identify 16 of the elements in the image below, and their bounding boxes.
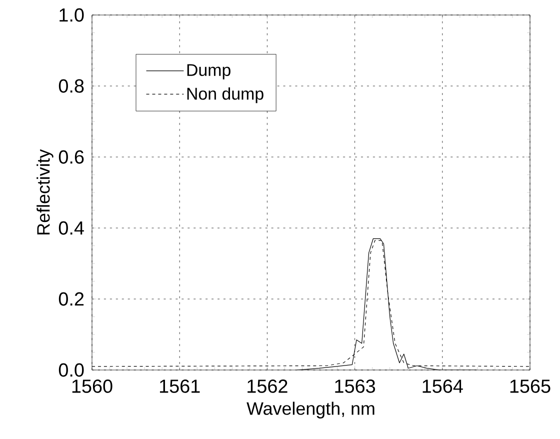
x-axis-title: Wavelength, nm: [246, 402, 374, 418]
x-tick-label: 1564: [422, 379, 463, 393]
y-tick-label: 1.0: [60, 8, 84, 22]
legend-label: Dump: [187, 64, 230, 80]
y-axis-title: Reflectivity: [36, 149, 54, 234]
y-tick-label: 0.4: [58, 221, 84, 235]
y-tick-label: 0.2: [58, 292, 84, 306]
y-tick-label: 0.8: [58, 79, 84, 93]
x-tick-label: 1565: [510, 379, 550, 393]
x-tick-label: 1560: [72, 379, 112, 393]
legend-label: Non dump: [187, 87, 264, 104]
x-tick-label: 1561: [160, 379, 200, 393]
y-tick-label: 0.0: [58, 363, 84, 377]
y-tick-label: 0.6: [58, 150, 84, 164]
x-tick-label: 1562: [248, 379, 288, 393]
x-tick-label: 1563: [335, 379, 376, 393]
